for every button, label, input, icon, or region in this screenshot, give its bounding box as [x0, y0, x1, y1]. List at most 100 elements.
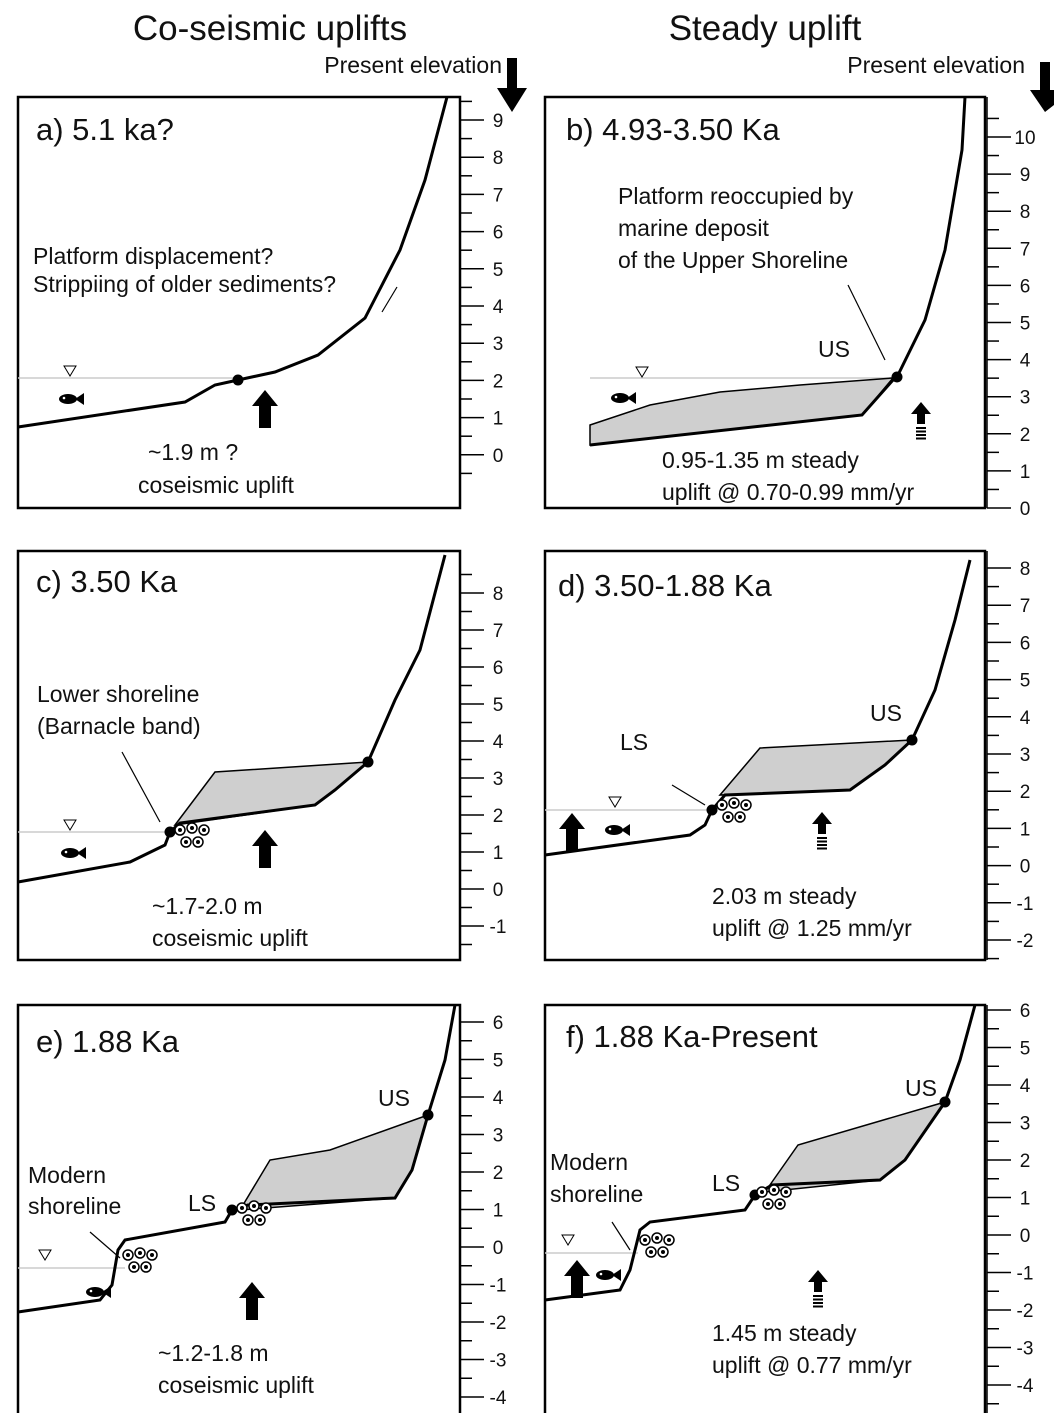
panel-title: f) 1.88 Ka-Present [566, 1019, 818, 1054]
scale-label: 8 [1020, 559, 1031, 580]
fish [611, 392, 636, 404]
scale-label: 0 [493, 1238, 504, 1259]
note: 0.95-1.35 m steady [662, 447, 859, 473]
fish [86, 1286, 111, 1298]
scale-label: 1 [493, 843, 504, 864]
note: uplift @ 0.70-0.99 mm/yr [662, 479, 914, 505]
note: Lower shoreline [37, 681, 199, 707]
deposit [240, 1115, 428, 1210]
leader [848, 285, 885, 360]
scale-label: 0 [1020, 499, 1031, 520]
shoreline-dot [227, 1205, 238, 1216]
scale-label: 1 [1020, 1189, 1031, 1210]
note: coseismic uplift [138, 472, 295, 498]
column-header: Steady uplift [669, 9, 862, 48]
scale-label: 5 [493, 1051, 504, 1072]
scale-label: 2 [493, 806, 504, 827]
panel-title: e) 1.88 Ka [36, 1024, 180, 1059]
note: US [818, 336, 850, 362]
panel-title: b) 4.93-3.50 Ka [566, 112, 780, 147]
scale-label: -2 [1017, 931, 1034, 952]
shoreline-dot [892, 372, 903, 383]
note: Platform reoccupied by [618, 183, 854, 209]
scale-label: 8 [1020, 202, 1031, 223]
scale-label: -1 [490, 917, 507, 938]
scale-label: -2 [490, 1313, 507, 1334]
note: LS [620, 729, 648, 755]
fish [605, 824, 630, 836]
scale-label: 4 [493, 1088, 504, 1109]
scale-label: 7 [493, 621, 504, 642]
note: shoreline [28, 1193, 121, 1219]
barnacles [237, 1201, 271, 1225]
scale-label: -4 [490, 1388, 507, 1409]
scale-label: 9 [493, 111, 504, 132]
scale-label: 9 [1020, 165, 1031, 186]
leader [122, 752, 160, 822]
scale-label: 4 [1020, 1076, 1031, 1097]
scale-label: 6 [1020, 633, 1031, 654]
scale-label: 4 [1020, 708, 1031, 729]
scale-label: 5 [1020, 314, 1031, 335]
scale-label: 3 [1020, 1114, 1031, 1135]
note: coseismic uplift [158, 1372, 315, 1398]
sea-level-marker [39, 1250, 51, 1260]
note: US [905, 1075, 937, 1101]
scale-label: 8 [493, 584, 504, 605]
scale-label: 3 [493, 769, 504, 790]
leader [612, 1222, 630, 1250]
scale-label: 5 [493, 260, 504, 281]
scale-label: 3 [493, 334, 504, 355]
note: 2.03 m steady [712, 883, 857, 909]
coseismic-arrow [239, 1282, 265, 1320]
scale-label: 0 [1020, 1226, 1031, 1247]
note: Platform displacement? [33, 243, 273, 269]
shoreline-dot [165, 827, 176, 838]
figure: Co-seismic uplifts Steady uplift Present… [0, 0, 1054, 1413]
deposit [175, 762, 368, 825]
scale-label: 0 [493, 446, 504, 467]
elevation-label: Present elevation [847, 52, 1025, 78]
barnacles [175, 823, 209, 847]
barnacles [640, 1233, 674, 1257]
note: of the Upper Shoreline [618, 247, 848, 273]
scale-label: 4 [1020, 351, 1031, 372]
note: marine deposit [618, 215, 769, 241]
scale-label: 6 [493, 1013, 504, 1034]
note: Modern [550, 1149, 628, 1175]
shoreline-dot [707, 805, 718, 816]
scale-label: 2 [1020, 425, 1031, 446]
note: LS [188, 1190, 216, 1216]
scale-label: 3 [1020, 388, 1031, 409]
coseismic-arrow [559, 813, 585, 851]
scale-label: 0 [1020, 857, 1031, 878]
note: US [378, 1085, 410, 1111]
shoreline-dot [363, 757, 374, 768]
scale-label: 1 [1020, 462, 1031, 483]
sea-level-marker [562, 1235, 574, 1245]
steady-arrow [911, 402, 931, 439]
shoreline-dot [423, 1110, 434, 1121]
fish [61, 847, 86, 859]
note: ~1.7-2.0 m [152, 893, 263, 919]
note: uplift @ 1.25 mm/yr [712, 915, 912, 941]
scale-label: 6 [493, 223, 504, 244]
scale-label: 7 [1020, 239, 1031, 260]
shoreline-dot [940, 1097, 951, 1108]
scale-label: -2 [1017, 1301, 1034, 1322]
barnacles [123, 1248, 157, 1272]
scale-label: -3 [490, 1351, 507, 1372]
note: coseismic uplift [152, 925, 309, 951]
leader [382, 287, 397, 312]
scale-label: 6 [1020, 1001, 1031, 1022]
note: (Barnacle band) [37, 713, 201, 739]
note: US [870, 700, 902, 726]
scale-label: 5 [1020, 671, 1031, 692]
scale-label: 5 [493, 695, 504, 716]
scale-label: 8 [493, 148, 504, 169]
panel-title: c) 3.50 Ka [36, 564, 178, 599]
fish [596, 1269, 621, 1281]
panel-title: a) 5.1 ka? [36, 112, 174, 147]
steady-arrow [808, 1270, 828, 1307]
coseismic-arrow [252, 830, 278, 868]
